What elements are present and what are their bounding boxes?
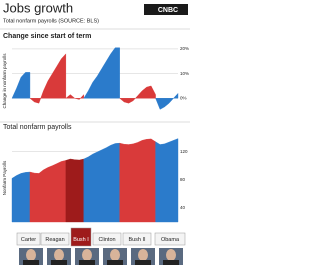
portrait-face (54, 249, 64, 261)
infographic: Jobs growth Total nonfarm payrolls (SOUR… (0, 0, 190, 265)
portrait-face (26, 249, 36, 261)
president-label[interactable]: Reagan (45, 237, 64, 243)
portrait-suit (23, 260, 39, 265)
portrait-suit (79, 260, 95, 265)
president-button[interactable] (70, 227, 92, 247)
area (83, 47, 120, 99)
president-label[interactable]: Bush I (73, 237, 89, 243)
portrait-suit (107, 260, 123, 265)
chart-title: Change since start of term (3, 33, 91, 40)
logo-box (144, 4, 188, 15)
page-title: Jobs growth (3, 0, 73, 15)
y-tick-label: 120 (180, 149, 188, 154)
y-tick-label: 20% (180, 46, 189, 51)
area (119, 138, 156, 223)
y-axis-title: Nonfarm Payrolls (2, 160, 7, 195)
area (29, 53, 67, 104)
area (11, 171, 31, 223)
president-label[interactable]: Obama (161, 237, 180, 243)
y-tick-label: 80 (180, 177, 186, 182)
president-button[interactable] (92, 232, 122, 246)
portrait-face (138, 249, 148, 261)
logo: CNBC (158, 7, 178, 14)
portrait-suit (163, 260, 179, 265)
page-subtitle: Total nonfarm payrolls (SOURCE: BLS) (3, 18, 99, 24)
president-label[interactable]: Clinton (98, 237, 115, 243)
president-button[interactable] (40, 232, 70, 246)
president-label[interactable]: Carter (21, 237, 36, 243)
portrait-face (166, 249, 176, 261)
y-tick-label: 40 (180, 205, 186, 210)
president-button[interactable] (154, 232, 186, 246)
area (65, 158, 84, 223)
y-axis-title: Change in nonfarm payrolls (2, 53, 7, 109)
chart-title: Total nonfarm payrolls (3, 124, 72, 131)
president-button[interactable] (16, 232, 41, 246)
portrait-face (110, 249, 120, 261)
portrait-suit (135, 260, 151, 265)
portrait-suit (51, 260, 67, 265)
area (155, 92, 179, 110)
area (119, 85, 156, 104)
y-tick-label: 10% (180, 71, 189, 76)
y-tick-label: 0% (180, 95, 187, 100)
portrait-face (82, 249, 92, 261)
president-label[interactable]: Bush II (128, 237, 146, 243)
president-button[interactable] (122, 232, 152, 246)
area (155, 138, 179, 223)
